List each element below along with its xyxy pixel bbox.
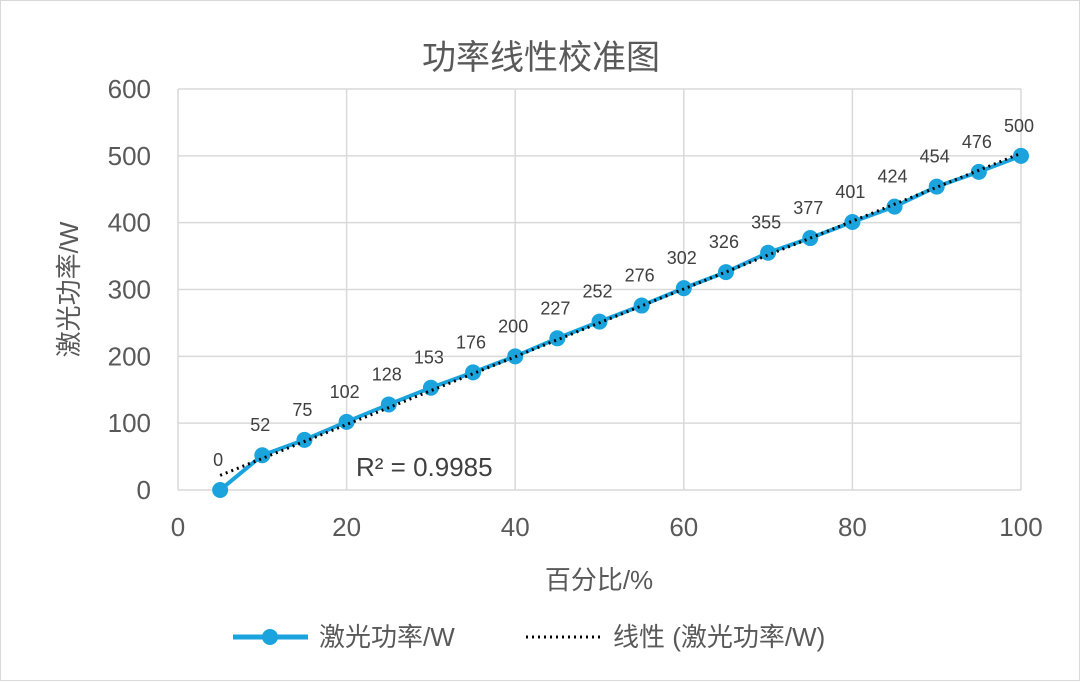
y-tick-label: 600 bbox=[108, 74, 151, 104]
data-label: 401 bbox=[835, 182, 865, 202]
y-tick-label: 300 bbox=[108, 275, 151, 305]
x-tick-label: 20 bbox=[332, 512, 361, 542]
data-point bbox=[338, 413, 355, 430]
data-point bbox=[549, 330, 566, 347]
data-point bbox=[212, 482, 229, 498]
legend-series-label: 激光功率/W bbox=[319, 622, 455, 652]
data-point bbox=[465, 364, 482, 381]
data-label: 252 bbox=[582, 282, 612, 302]
x-tick-label: 60 bbox=[669, 512, 698, 542]
gridlines bbox=[177, 88, 1022, 491]
data-point bbox=[675, 280, 692, 297]
data-label: 153 bbox=[414, 348, 444, 368]
data-label: 75 bbox=[292, 400, 312, 420]
data-label: 176 bbox=[456, 332, 486, 352]
y-tick-labels: 0 100 200 300 400 500 600 bbox=[108, 74, 151, 505]
r-squared-label: R² = 0.9985 bbox=[356, 452, 493, 482]
x-tick-label: 0 bbox=[171, 512, 185, 542]
y-tick-label: 100 bbox=[108, 408, 151, 438]
data-label: 355 bbox=[751, 213, 781, 233]
data-label: 302 bbox=[667, 248, 697, 268]
data-point bbox=[1013, 147, 1029, 164]
y-axis-title: 激光功率/W bbox=[54, 221, 84, 357]
data-point bbox=[254, 447, 271, 464]
data-labels: 0 52 75 102 128 153 176 200 227 252 276 302 326 355 37… bbox=[213, 116, 1034, 470]
data-label: 326 bbox=[709, 232, 739, 252]
chart-title: 功率线性校准图 bbox=[422, 39, 660, 77]
data-label: 276 bbox=[625, 266, 655, 286]
x-axis-title: 百分比/% bbox=[545, 565, 653, 595]
data-label: 377 bbox=[793, 198, 823, 218]
data-label: 500 bbox=[1004, 116, 1034, 136]
data-point bbox=[928, 178, 945, 195]
legend-trendline-label: 线性 (激光功率/W) bbox=[613, 622, 825, 652]
y-tick-label: 500 bbox=[108, 141, 151, 171]
x-tick-labels: 0 20 40 60 80 100 bbox=[171, 512, 1043, 542]
data-label: 454 bbox=[920, 147, 950, 167]
data-point bbox=[844, 213, 861, 230]
data-label: 52 bbox=[250, 415, 270, 435]
data-label: 476 bbox=[962, 132, 992, 152]
data-point bbox=[717, 264, 734, 281]
data-label: 0 bbox=[213, 450, 223, 470]
y-tick-label: 200 bbox=[108, 341, 151, 371]
data-label: 200 bbox=[498, 316, 528, 336]
data-point bbox=[380, 396, 397, 413]
data-label: 227 bbox=[540, 298, 570, 318]
x-tick-label: 100 bbox=[999, 512, 1042, 542]
x-tick-label: 40 bbox=[501, 512, 530, 542]
data-label: 424 bbox=[878, 167, 908, 187]
data-point bbox=[422, 379, 439, 396]
legend: 激光功率/W 线性 (激光功率/W) bbox=[233, 622, 825, 652]
data-label: 128 bbox=[372, 364, 402, 384]
y-tick-label: 0 bbox=[137, 475, 151, 505]
data-label: 102 bbox=[330, 382, 360, 402]
data-point bbox=[633, 297, 650, 314]
x-tick-label: 80 bbox=[838, 512, 867, 542]
data-point bbox=[886, 198, 903, 215]
data-point bbox=[760, 244, 777, 261]
legend-series-marker bbox=[262, 629, 278, 645]
y-tick-label: 400 bbox=[108, 208, 151, 238]
